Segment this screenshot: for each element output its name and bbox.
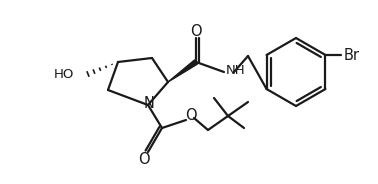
Text: HO: HO [54,68,74,81]
Text: Br: Br [344,47,359,63]
Text: O: O [185,107,197,123]
Polygon shape [168,60,197,82]
Text: N: N [144,96,155,112]
Text: O: O [190,24,202,40]
Text: O: O [138,151,150,167]
Text: NH: NH [226,65,246,77]
